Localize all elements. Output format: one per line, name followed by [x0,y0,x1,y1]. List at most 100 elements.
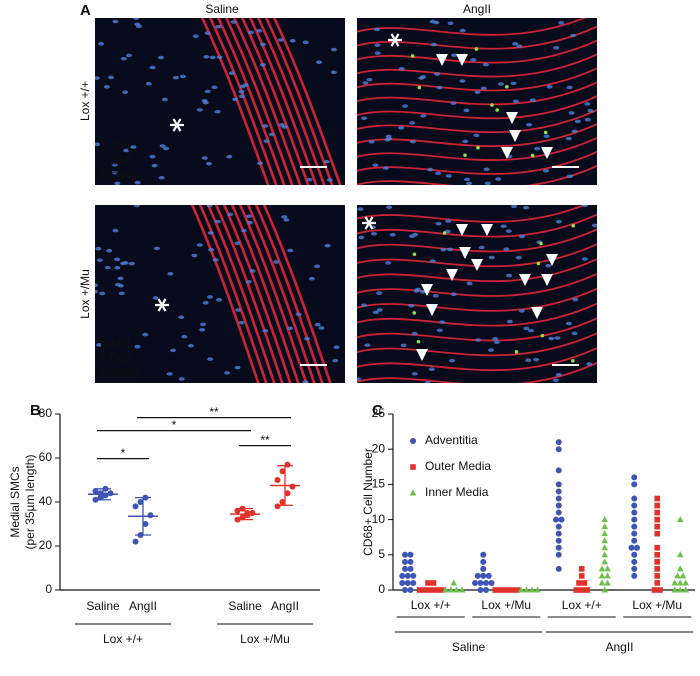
point [407,558,414,565]
elastin-fiber [190,205,260,383]
arrowhead [436,54,448,66]
nucleus [330,70,337,75]
nucleus [565,321,572,326]
arrowhead [501,147,513,159]
nucleus [126,53,133,58]
point [555,439,562,446]
nucleus [306,177,313,182]
micrograph [95,205,345,383]
nucleus [428,367,435,372]
nucleus [259,63,266,67]
nucleus [114,282,121,287]
nucleus [581,205,588,208]
nucleus [170,348,177,353]
nucleus [495,177,502,181]
nucleus [543,134,550,138]
group-label: Saline [452,640,486,654]
point [631,572,638,579]
nucleus [493,340,500,345]
nucleus [202,301,209,305]
point [410,579,417,586]
nucleus [398,66,405,71]
y-axis-label: (per 35µm length) [23,455,37,550]
nucleus [248,30,255,35]
nucleus [278,123,285,127]
nucleus [224,371,231,375]
nucleus [214,109,221,114]
nucleus [368,140,375,144]
point [631,509,638,516]
nucleus [526,122,533,127]
cd68-cell [540,333,545,338]
y-tick-label: 0 [45,582,52,596]
point [279,468,286,475]
point [137,499,144,505]
cd68-cell [410,54,415,58]
nucleus [545,263,552,268]
nucleus [201,156,208,160]
nucleus [591,223,597,228]
elastin-fiber [246,205,316,383]
elastin-fiber [357,95,597,120]
nucleus [450,101,457,105]
y-tick-label: 40 [39,494,53,508]
cd68-cell [412,311,417,315]
point [601,530,609,537]
point [483,579,489,586]
nucleus [554,336,561,340]
nucleus [466,281,473,286]
elastin-fiber [256,18,326,185]
nucleus [178,315,185,320]
arrowhead [546,254,558,266]
point [555,481,562,488]
nucleus [199,327,206,332]
nucleus [528,328,535,333]
point [598,579,606,586]
point [483,587,489,593]
nucleus [114,265,121,270]
nucleus [512,99,519,104]
nucleus [263,139,270,143]
arrowhead [426,304,438,316]
nucleus [268,132,275,137]
nucleus [516,44,523,48]
cd68-cell [543,130,548,135]
cd68-cell [495,108,499,112]
nucleus [462,139,469,144]
nucleus [571,331,578,336]
point [671,579,679,586]
elastin-fiber [357,136,597,161]
nucleus [411,372,418,376]
nucleus [374,43,381,48]
point [555,488,562,495]
micrograph [357,18,597,185]
elastin-fiber [357,108,597,134]
point [458,586,466,593]
cd68-cell [536,261,541,266]
nucleus [484,181,491,185]
nucleus [206,161,213,166]
significance-label: ** [209,405,219,419]
point [492,587,499,593]
significance-label: * [121,446,126,460]
nucleus [515,255,522,260]
nucleus [546,85,553,89]
significance-label: * [172,418,177,432]
nucleus [326,178,333,182]
point [555,530,562,537]
nucleus [123,148,130,153]
point [631,537,638,544]
row-title: Lox +/+ [78,81,92,121]
stain-label: DAPI [100,336,130,351]
cd68-cell [571,223,576,228]
nucleus [166,372,173,376]
nucleus [492,337,499,341]
y-tick-label: 20 [372,441,386,455]
elastin-fiber [357,164,597,185]
elastin-fiber [200,18,270,185]
nucleus [238,94,245,99]
elastin-fiber [206,205,276,383]
point [604,579,611,586]
nucleus [385,134,392,139]
elastin-fiber [208,18,278,185]
